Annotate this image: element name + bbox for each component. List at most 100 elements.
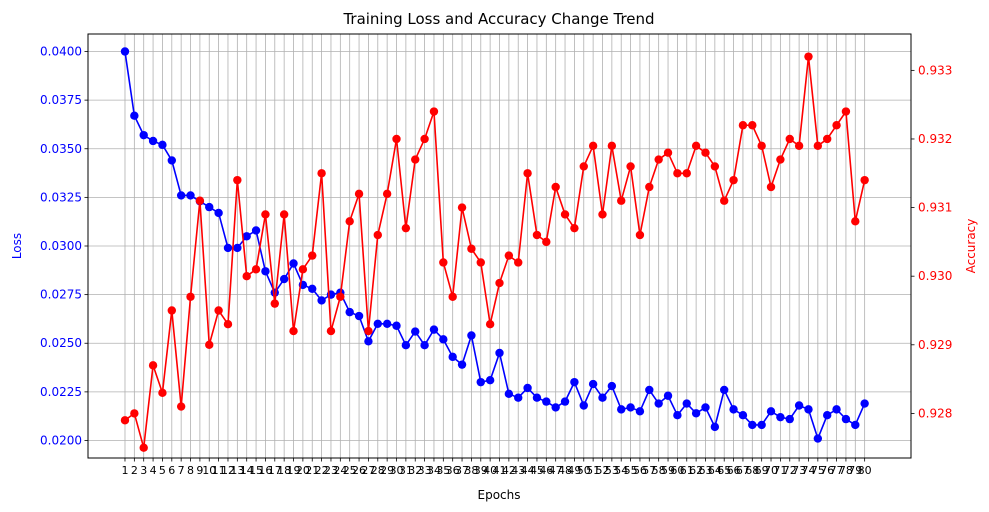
loss-point — [710, 422, 720, 432]
left-y-tick-label: 0.0350 — [40, 142, 82, 156]
loss-point — [448, 352, 457, 362]
loss-point — [392, 321, 401, 330]
x-tick-label: 50 — [577, 464, 591, 477]
x-tick-label: 25 — [343, 464, 357, 477]
loss-point — [279, 274, 289, 284]
x-tick-label: 22 — [315, 464, 329, 477]
loss-point — [560, 397, 570, 406]
x-tick-label: 10 — [202, 464, 216, 477]
left-y-tick-label: 0.0400 — [40, 45, 82, 59]
loss-point — [663, 391, 673, 400]
x-tick-label: 57 — [642, 464, 656, 477]
accuracy-point — [663, 148, 673, 157]
loss-point — [167, 156, 176, 165]
x-tick-label: 65 — [717, 464, 731, 477]
loss-point — [364, 337, 373, 346]
x-tick-label: 4 — [150, 464, 157, 477]
x-tick-label: 58 — [652, 464, 666, 477]
x-axis-label: Epochs — [478, 488, 521, 502]
x-tick-label: 24 — [333, 464, 347, 477]
accuracy-point — [691, 141, 701, 151]
accuracy-point — [261, 210, 270, 219]
accuracy-point — [804, 52, 813, 61]
accuracy-point — [382, 189, 392, 199]
accuracy-point — [495, 278, 504, 288]
loss-point — [411, 327, 420, 336]
loss-point — [401, 340, 411, 350]
x-tick-label: 41 — [493, 464, 507, 477]
accuracy-point — [645, 182, 654, 192]
loss-point — [523, 383, 532, 393]
x-tick-label: 14 — [240, 464, 254, 477]
right-y-tick-label: 0.928 — [918, 406, 952, 420]
loss-point — [476, 377, 485, 387]
loss-point — [120, 47, 130, 56]
loss-point — [832, 405, 841, 414]
right-y-tick-label: 0.933 — [918, 63, 952, 77]
loss-point — [354, 311, 364, 321]
accuracy-point — [148, 361, 158, 370]
x-tick-label: 64 — [708, 464, 722, 477]
accuracy-point — [167, 306, 176, 315]
left-y-tick-label: 0.0300 — [40, 239, 82, 253]
loss-point — [345, 307, 354, 317]
loss-point — [223, 243, 233, 253]
accuracy-point — [813, 141, 823, 151]
loss-point — [158, 140, 167, 150]
x-tick-label: 71 — [773, 464, 787, 477]
x-tick-label: 45 — [530, 464, 544, 477]
accuracy-point — [570, 223, 579, 233]
x-tick-label: 8 — [187, 464, 194, 477]
x-tick-label: 73 — [792, 464, 806, 477]
x-tick-label: 7 — [178, 464, 185, 477]
accuracy-point — [176, 402, 186, 411]
loss-point — [551, 403, 560, 412]
accuracy-point — [223, 320, 233, 329]
x-tick-label: 12 — [221, 464, 235, 477]
x-tick-label: 61 — [680, 464, 694, 477]
x-tick-label: 11 — [212, 464, 226, 477]
accuracy-point — [860, 175, 869, 185]
left-axis-label: Loss — [10, 233, 24, 259]
x-tick-label: 15 — [249, 464, 263, 477]
loss-point — [176, 191, 186, 200]
loss-point — [261, 267, 270, 276]
x-tick-label: 52 — [595, 464, 609, 477]
left-y-tick-label: 0.0375 — [40, 93, 82, 107]
x-tick-label: 17 — [268, 464, 282, 477]
x-tick-label: 32 — [408, 464, 422, 477]
loss-point — [420, 340, 429, 350]
accuracy-point — [682, 169, 691, 178]
x-tick-label: 3 — [140, 464, 147, 477]
accuracy-point — [776, 155, 785, 164]
loss-point — [373, 319, 382, 328]
x-tick-label: 78 — [839, 464, 853, 477]
accuracy-point — [748, 121, 757, 130]
loss-point — [823, 411, 832, 420]
x-tick-label: 18 — [277, 464, 291, 477]
x-tick-label: 21 — [305, 464, 319, 477]
accuracy-point — [120, 416, 130, 425]
accuracy-point — [766, 182, 776, 192]
x-tick-label: 55 — [624, 464, 638, 477]
loss-point — [130, 111, 139, 120]
x-tick-label: 49 — [567, 464, 581, 477]
loss-point — [233, 243, 242, 253]
loss-point — [139, 130, 148, 140]
loss-point — [270, 288, 279, 297]
loss-point — [251, 226, 261, 235]
loss-point — [205, 202, 214, 212]
accuracy-point — [308, 251, 317, 260]
accuracy-point — [485, 320, 495, 329]
accuracy-point — [130, 409, 139, 418]
loss-point — [382, 319, 392, 328]
loss-point — [317, 296, 326, 305]
x-tick-label: 54 — [614, 464, 628, 477]
accuracy-point — [841, 107, 851, 116]
loss-point — [841, 414, 851, 424]
loss-point — [804, 405, 813, 414]
accuracy-point — [345, 217, 354, 226]
accuracy-point — [411, 155, 420, 164]
loss-point — [570, 377, 579, 387]
right-y-tick-label: 0.931 — [918, 201, 952, 215]
